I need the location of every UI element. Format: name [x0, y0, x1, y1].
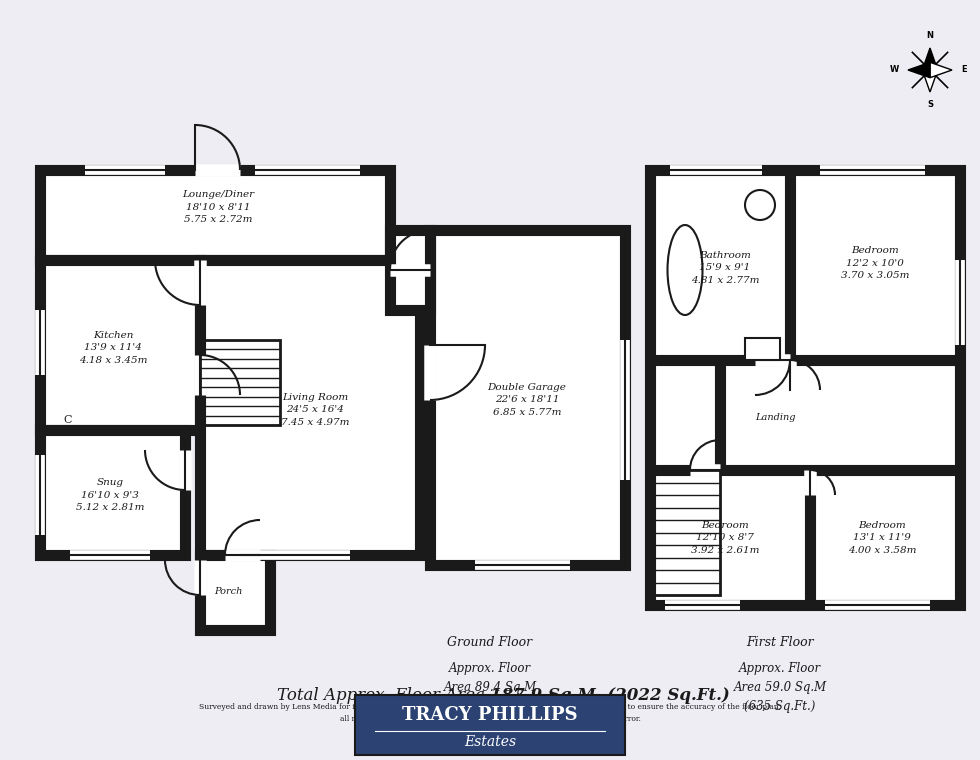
Bar: [745, 338, 780, 360]
Text: N: N: [926, 31, 934, 40]
Bar: [390, 230, 430, 310]
Text: Surveyed and drawn by Lens Media for illustrative purposes only. Not to scale. W: Surveyed and drawn by Lens Media for ill…: [199, 703, 781, 723]
Text: Bedroom
12'2 x 10'0
3.70 x 3.05m: Bedroom 12'2 x 10'0 3.70 x 3.05m: [841, 246, 909, 280]
Ellipse shape: [667, 225, 703, 315]
Text: Double Garage
22'6 x 18'11
6.85 x 5.77m: Double Garage 22'6 x 18'11 6.85 x 5.77m: [488, 383, 566, 417]
Text: Bedroom
12'10 x 8'7
3.92 x 2.61m: Bedroom 12'10 x 8'7 3.92 x 2.61m: [691, 521, 760, 555]
Text: C: C: [64, 415, 73, 425]
Text: Living Room
24'5 x 16'4
7.45 x 4.97m: Living Room 24'5 x 16'4 7.45 x 4.97m: [280, 393, 349, 427]
Text: W: W: [890, 65, 900, 74]
Text: E: E: [961, 65, 967, 74]
Text: TRACY PHILLIPS: TRACY PHILLIPS: [402, 706, 578, 724]
Polygon shape: [922, 48, 938, 70]
Polygon shape: [922, 70, 938, 92]
Bar: [200, 260, 420, 555]
Bar: [200, 340, 280, 425]
Text: Landing: Landing: [755, 413, 795, 423]
Text: First Floor: First Floor: [746, 635, 813, 648]
Circle shape: [745, 190, 775, 220]
Text: Bedroom
13'1 x 11'9
4.00 x 3.58m: Bedroom 13'1 x 11'9 4.00 x 3.58m: [848, 521, 916, 555]
Bar: [40, 170, 390, 260]
Text: Lounge/Diner
18'10 x 8'11
5.75 x 2.72m: Lounge/Diner 18'10 x 8'11 5.75 x 2.72m: [182, 190, 254, 224]
Text: Total Approx. Floor Area: Total Approx. Floor Area: [276, 688, 490, 705]
Text: Ground Floor: Ground Floor: [448, 635, 532, 648]
Circle shape: [897, 37, 963, 103]
Bar: [200, 555, 270, 630]
Text: Snug
16'10 x 9'3
5.12 x 2.81m: Snug 16'10 x 9'3 5.12 x 2.81m: [75, 478, 144, 512]
Text: Porch: Porch: [214, 587, 242, 597]
Text: Approx. Floor
Area 89.4 Sq.M
(962  Sq.Ft.): Approx. Floor Area 89.4 Sq.M (962 Sq.Ft.…: [443, 662, 537, 713]
Polygon shape: [930, 62, 952, 78]
Text: 187.9 Sq.M. (2022 Sq.Ft.): 187.9 Sq.M. (2022 Sq.Ft.): [490, 688, 730, 705]
Bar: [355, 695, 625, 755]
Text: Approx. Floor
Area 59.0 Sq.M
(635 Sq.Ft.): Approx. Floor Area 59.0 Sq.M (635 Sq.Ft.…: [733, 662, 826, 713]
Text: Kitchen
13'9 x 11'4
4.18 x 3.45m: Kitchen 13'9 x 11'4 4.18 x 3.45m: [78, 331, 147, 365]
Bar: [430, 230, 625, 565]
Bar: [650, 470, 720, 595]
Bar: [650, 170, 960, 605]
Text: Bathroom
15'9 x 9'1
4.81 x 2.77m: Bathroom 15'9 x 9'1 4.81 x 2.77m: [691, 251, 760, 285]
Polygon shape: [908, 62, 930, 78]
Text: Estates: Estates: [464, 735, 516, 749]
Bar: [40, 430, 185, 555]
Bar: [40, 260, 200, 430]
Text: S: S: [927, 100, 933, 109]
